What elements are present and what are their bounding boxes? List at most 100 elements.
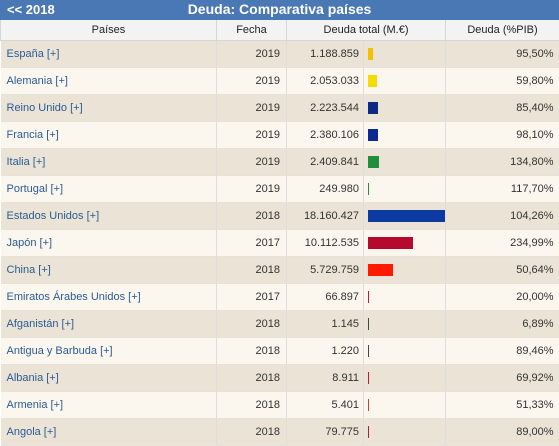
country-link[interactable]: Reino Unido [+] [0, 94, 217, 122]
table-row: España [+] 2019 1.188.859 95,50% [0, 40, 559, 68]
debt-bar-cell [363, 256, 447, 284]
debt-bar-cell [363, 40, 447, 68]
total-debt-cell: 2.223.544 [286, 94, 364, 122]
debt-bar-cell [363, 229, 447, 257]
total-debt-cell: 2.409.841 [286, 148, 364, 176]
date-cell: 2018 [216, 310, 287, 338]
debt-pct-cell: 104,26% [445, 202, 559, 230]
debt-bar-cell [363, 67, 447, 95]
header-date[interactable]: Fecha [216, 20, 287, 41]
date-cell: 2018 [216, 202, 287, 230]
date-cell: 2018 [216, 337, 287, 365]
country-link[interactable]: Emiratos Árabes Unidos [+] [0, 283, 217, 311]
country-link[interactable]: Antigua y Barbuda [+] [0, 337, 217, 365]
country-link[interactable]: España [+] [0, 40, 217, 68]
debt-bar [368, 210, 445, 223]
debt-pct-cell: 89,00% [445, 418, 559, 446]
table-row: Portugal [+] 2019 249.980 117,70% [0, 175, 559, 203]
page-title: Deuda: Comparativa países [187, 1, 372, 17]
header-countries[interactable]: Países [0, 20, 217, 41]
debt-bar-cell [363, 175, 447, 203]
table-row: Alemania [+] 2019 2.053.033 59,80% [0, 67, 559, 95]
debt-pct-cell: 234,99% [445, 229, 559, 257]
total-debt-cell: 5.401 [286, 391, 364, 419]
debt-pct-cell: 85,40% [445, 94, 559, 122]
country-link[interactable]: Italia [+] [0, 148, 217, 176]
debt-bar [368, 264, 393, 277]
total-debt-cell: 66.897 [286, 283, 364, 311]
table-header-row: Países Fecha Deuda total (M.€) Deuda (%P… [0, 20, 559, 41]
table-body: España [+] 2019 1.188.859 95,50% Alemania [+… [0, 40, 559, 446]
table-row: Angola [+] 2018 79.775 89,00% [0, 418, 559, 446]
table-row: Emiratos Árabes Unidos [+] 2017 66.897 20,0… [0, 283, 559, 311]
total-debt-cell: 2.053.033 [286, 67, 364, 95]
header-debt-pct-gdp[interactable]: Deuda (%PIB) [445, 20, 559, 41]
countries-table: Países Fecha Deuda total (M.€) Deuda (%P… [0, 20, 559, 446]
debt-pct-cell: 98,10% [445, 121, 559, 149]
debt-pct-cell: 89,46% [445, 337, 559, 365]
previous-year-link[interactable]: << 2018 [7, 2, 55, 17]
debt-bar-cell [363, 337, 447, 365]
total-debt-cell: 5.729.759 [286, 256, 364, 284]
debt-pct-cell: 134,80% [445, 148, 559, 176]
debt-bar [368, 183, 369, 196]
table-row: Armenia [+] 2018 5.401 51,33% [0, 391, 559, 419]
debt-pct-cell: 50,64% [445, 256, 559, 284]
date-cell: 2017 [216, 229, 287, 257]
country-link[interactable]: Angola [+] [0, 418, 217, 446]
total-debt-cell: 79.775 [286, 418, 364, 446]
total-debt-cell: 2.380.106 [286, 121, 364, 149]
country-link[interactable]: Armenia [+] [0, 391, 217, 419]
table-row: Japón [+] 2017 10.112.535 234,99% [0, 229, 559, 257]
debt-bar-cell [363, 418, 447, 446]
debt-bar-cell [363, 364, 447, 392]
debt-bar [368, 75, 377, 88]
debt-pct-cell: 20,00% [445, 283, 559, 311]
country-link[interactable]: Estados Unidos [+] [0, 202, 217, 230]
date-cell: 2018 [216, 256, 287, 284]
date-cell: 2019 [216, 40, 287, 68]
total-debt-cell: 18.160.427 [286, 202, 364, 230]
header-total-debt[interactable]: Deuda total (M.€) [285, 20, 447, 41]
total-debt-cell: 10.112.535 [286, 229, 364, 257]
country-link[interactable]: Alemania [+] [0, 67, 217, 95]
debt-bar [368, 129, 378, 142]
table-row: Francia [+] 2019 2.380.106 98,10% [0, 121, 559, 149]
table-row: Italia [+] 2019 2.409.841 134,80% [0, 148, 559, 176]
country-link[interactable]: Portugal [+] [0, 175, 217, 203]
table-row: Antigua y Barbuda [+] 2018 1.220 89,46% [0, 337, 559, 365]
table-row: China [+] 2018 5.729.759 50,64% [0, 256, 559, 284]
country-link[interactable]: Afganistán [+] [0, 310, 217, 338]
total-debt-cell: 1.220 [286, 337, 364, 365]
debt-bar [368, 318, 369, 331]
debt-bar [368, 237, 413, 250]
country-link[interactable]: Japón [+] [0, 229, 217, 257]
debt-bar-cell [363, 202, 447, 230]
debt-pct-cell: 6,89% [445, 310, 559, 338]
date-cell: 2018 [216, 418, 287, 446]
debt-bar [368, 372, 369, 385]
total-debt-cell: 1.188.859 [286, 40, 364, 68]
country-link[interactable]: China [+] [0, 256, 217, 284]
date-cell: 2019 [216, 148, 287, 176]
date-cell: 2018 [216, 364, 287, 392]
date-cell: 2019 [216, 67, 287, 95]
title-bar: << 2018 Deuda: Comparativa países [0, 0, 559, 20]
total-debt-cell: 249.980 [286, 175, 364, 203]
debt-bar-cell [363, 121, 447, 149]
table-row: Estados Unidos [+] 2018 18.160.427 104,26% [0, 202, 559, 230]
debt-pct-cell: 51,33% [445, 391, 559, 419]
debt-pct-cell: 117,70% [445, 175, 559, 203]
debt-pct-cell: 69,92% [445, 364, 559, 392]
country-link[interactable]: Albania [+] [0, 364, 217, 392]
debt-bar-cell [363, 391, 447, 419]
date-cell: 2019 [216, 121, 287, 149]
debt-bar [368, 102, 378, 115]
debt-pct-cell: 59,80% [445, 67, 559, 95]
date-cell: 2019 [216, 94, 287, 122]
date-cell: 2019 [216, 175, 287, 203]
debt-bar-cell [363, 94, 447, 122]
country-link[interactable]: Francia [+] [0, 121, 217, 149]
total-debt-cell: 1.145 [286, 310, 364, 338]
